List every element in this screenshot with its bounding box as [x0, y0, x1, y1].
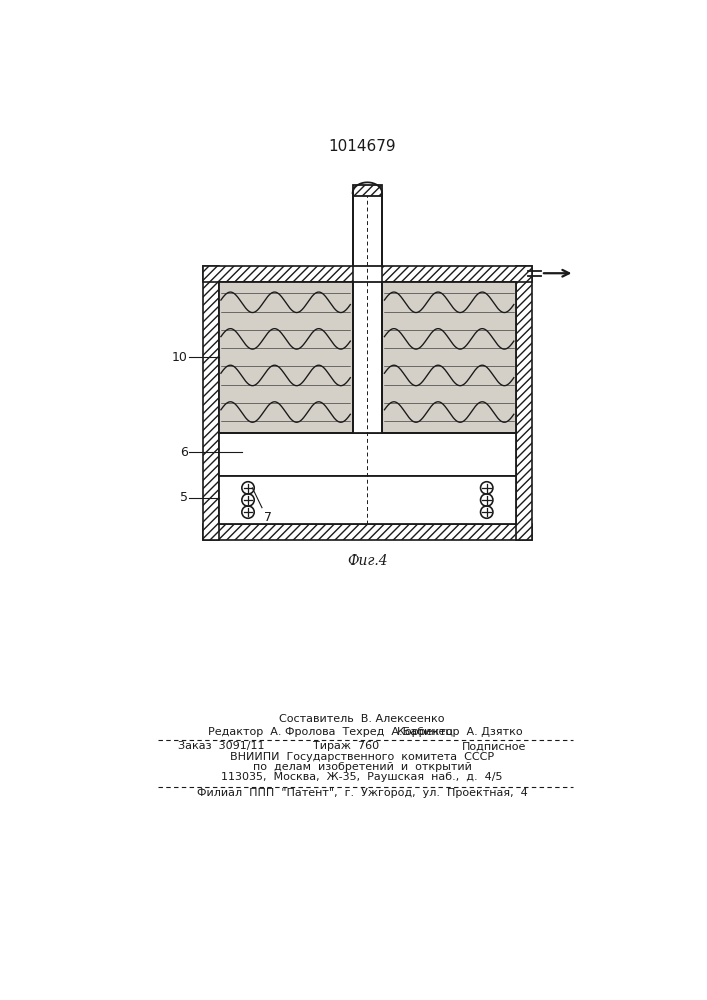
Text: Редактор  А. Фролова  Техред  А.Бабинец: Редактор А. Фролова Техред А.Бабинец: [209, 727, 453, 737]
Text: ВНИИПИ  Государственного  комитета  СССР: ВНИИПИ Государственного комитета СССР: [230, 752, 494, 762]
Bar: [382, 282, 516, 433]
Text: Подписное: Подписное: [462, 741, 526, 751]
Bar: [382, 282, 516, 433]
Bar: [218, 282, 353, 433]
Polygon shape: [353, 182, 382, 193]
Text: Тираж  760: Тираж 760: [313, 741, 380, 751]
Text: Филиал  ППП  "Патент",  г.  Ужгород,  ул.  Проектная,  4: Филиал ППП "Патент", г. Ужгород, ул. Про…: [197, 788, 527, 798]
Bar: [353, 193, 382, 266]
Bar: [218, 476, 516, 524]
Text: 1014679: 1014679: [328, 139, 396, 154]
Text: 10: 10: [172, 351, 187, 364]
Text: Составитель  В. Алексеенко: Составитель В. Алексеенко: [279, 714, 445, 724]
Text: 5: 5: [180, 491, 187, 504]
Bar: [203, 266, 353, 282]
Text: 6: 6: [180, 446, 187, 459]
Bar: [203, 266, 218, 540]
Text: по  делам  изобретений  и  открытий: по делам изобретений и открытий: [252, 762, 472, 772]
Text: Фиг.4: Фиг.4: [347, 554, 387, 568]
Bar: [353, 185, 382, 196]
Text: Заказ  3091/11: Заказ 3091/11: [177, 741, 264, 751]
Text: 113035,  Москва,  Ж-35,  Раушская  наб.,  д.  4/5: 113035, Москва, Ж-35, Раушская наб., д. …: [221, 772, 503, 782]
Bar: [218, 282, 516, 524]
Bar: [203, 524, 532, 540]
Bar: [218, 282, 353, 433]
Bar: [353, 282, 382, 433]
Text: 7: 7: [264, 511, 271, 524]
Text: Корректор  А. Дзятко: Корректор А. Дзятко: [397, 727, 522, 737]
Bar: [382, 266, 532, 282]
Bar: [218, 433, 516, 476]
Bar: [516, 266, 532, 540]
